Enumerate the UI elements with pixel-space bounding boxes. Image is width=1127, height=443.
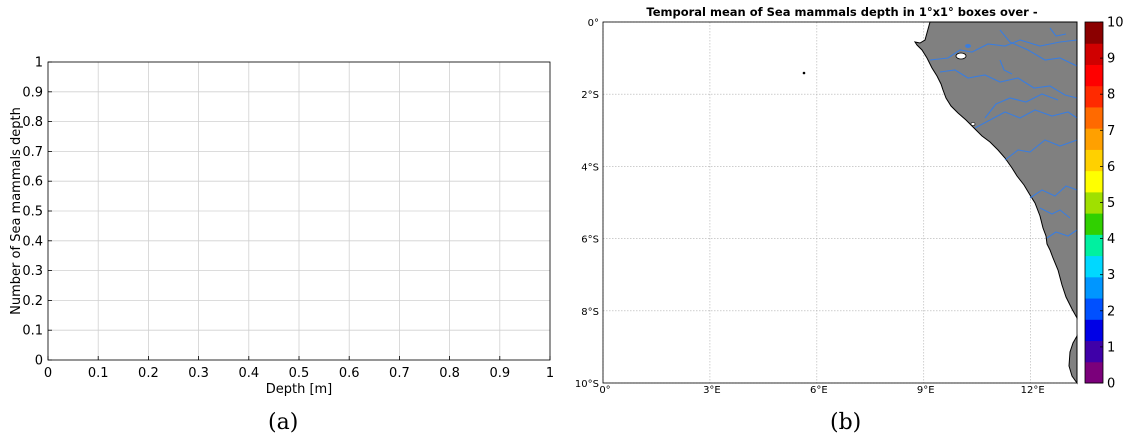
x-tick-label: 0.6 — [339, 366, 360, 381]
colorbar-segment — [1085, 234, 1103, 257]
colorbar-tick-label: 10 — [1107, 16, 1124, 31]
lake — [970, 122, 976, 126]
colorbar-tick-label: 1 — [1107, 340, 1115, 355]
latitude-label: 10°S — [575, 379, 599, 390]
y-tick-label: 0.4 — [22, 234, 43, 249]
longitude-label: 6°E — [810, 385, 828, 396]
x-tick-label: 0.7 — [389, 366, 410, 381]
colorbar-tick-label: 9 — [1107, 52, 1115, 67]
latitude-label: 8°S — [581, 307, 599, 318]
colorbar-segment — [1085, 276, 1103, 299]
colorbar-segment — [1085, 22, 1103, 44]
longitude-label: 9°E — [917, 385, 935, 396]
longitude-tick-labels: 0° 3°E 6°E 9°E 12°E — [599, 385, 1044, 396]
x-tick-label: 0.1 — [88, 366, 109, 381]
panel-b-map: Temporal mean of Sea mammals depth in 1°… — [575, 5, 1124, 396]
x-tick-label: 1 — [546, 366, 554, 381]
colorbar-tick-label: 4 — [1107, 232, 1115, 247]
y-tick-label: 0 — [35, 354, 43, 369]
colorbar — [1084, 21, 1104, 384]
colorbar-tick-label: 0 — [1107, 377, 1115, 392]
land-mass — [913, 21, 1078, 320]
y-tick-labels-a: 0 0.1 0.2 0.3 0.4 0.5 0.6 0.7 0.8 0.9 1 — [22, 56, 52, 369]
y-tick-label: 0.5 — [22, 205, 43, 220]
y-tick-label: 0.8 — [22, 115, 43, 130]
y-tick-label: 0.1 — [22, 324, 43, 339]
x-tick-label: 0.2 — [138, 366, 159, 381]
colorbar-tick-label: 7 — [1107, 124, 1115, 139]
map-title: Temporal mean of Sea mammals depth in 1°… — [646, 5, 1037, 19]
latitude-label: 2°S — [581, 90, 599, 101]
panel-a-histogram: 0 0.1 0.2 0.3 0.4 0.5 0.6 0.7 0.8 0.9 1 0 0.1 0.2 0.3… — [9, 56, 554, 398]
colorbar-segment — [1085, 149, 1103, 172]
colorbar-segment — [1085, 64, 1103, 87]
latitude-label: 6°S — [581, 235, 599, 246]
latitude-label: 0° — [588, 18, 599, 29]
colorbar-tick-label: 2 — [1107, 304, 1115, 319]
map-frame — [602, 21, 1078, 384]
panel-label-b: (b) — [830, 410, 862, 435]
colorbar-tick-labels: 0 1 2 3 4 5 6 7 8 9 10 — [1100, 16, 1124, 392]
longitude-label: 12°E — [1021, 385, 1045, 396]
x-tick-label: 0.9 — [489, 366, 510, 381]
colorbar-tick-label: 8 — [1107, 88, 1115, 103]
colorbar-segment — [1085, 255, 1103, 278]
x-tick-labels-a: 0 0.1 0.2 0.3 0.4 0.5 0.6 0.7 0.8 0.9 1 — [44, 356, 554, 381]
colorbar-segment — [1085, 361, 1103, 384]
x-tick-label: 0.3 — [188, 366, 209, 381]
x-tick-label: 0 — [44, 366, 52, 381]
x-axis-label-a: Depth [m] — [266, 382, 333, 397]
y-tick-label: 0.3 — [22, 264, 43, 279]
lake — [955, 52, 967, 60]
colorbar-tick-label: 6 — [1107, 160, 1115, 175]
x-tick-label: 0.8 — [439, 366, 460, 381]
y-tick-label: 0.6 — [22, 175, 43, 190]
colorbar-segment — [1085, 170, 1103, 193]
colorbar-segment — [1085, 85, 1103, 108]
longitude-label: 0° — [599, 385, 610, 396]
latitude-tick-labels: 0° 2°S 4°S 6°S 8°S 10°S — [575, 18, 599, 390]
colorbar-segment — [1085, 340, 1103, 363]
longitude-label: 3°E — [703, 385, 721, 396]
y-tick-label: 0.2 — [22, 294, 43, 309]
y-axis-label-a: Number of Sea mammals depth — [9, 107, 24, 315]
y-tick-label: 0.7 — [22, 145, 43, 160]
y-tick-label: 0.9 — [22, 85, 43, 100]
colorbar-segment — [1085, 319, 1103, 342]
island-dot — [802, 71, 806, 75]
colorbar-segment — [1085, 106, 1103, 129]
lake — [965, 44, 971, 48]
colorbar-segment — [1085, 213, 1103, 235]
panel-label-a: (a) — [268, 410, 299, 435]
y-tick-label: 1 — [35, 56, 43, 71]
colorbar-segment — [1085, 298, 1103, 320]
colorbar-segment — [1085, 128, 1103, 150]
colorbar-tick-label: 5 — [1107, 196, 1115, 211]
rivers — [929, 27, 1078, 239]
x-tick-label: 0.4 — [238, 366, 259, 381]
colorbar-segment — [1085, 43, 1103, 65]
x-tick-label: 0.5 — [289, 366, 310, 381]
colorbar-segment — [1085, 191, 1103, 214]
colorbar-tick-label: 3 — [1107, 268, 1115, 283]
latitude-label: 4°S — [581, 162, 599, 173]
